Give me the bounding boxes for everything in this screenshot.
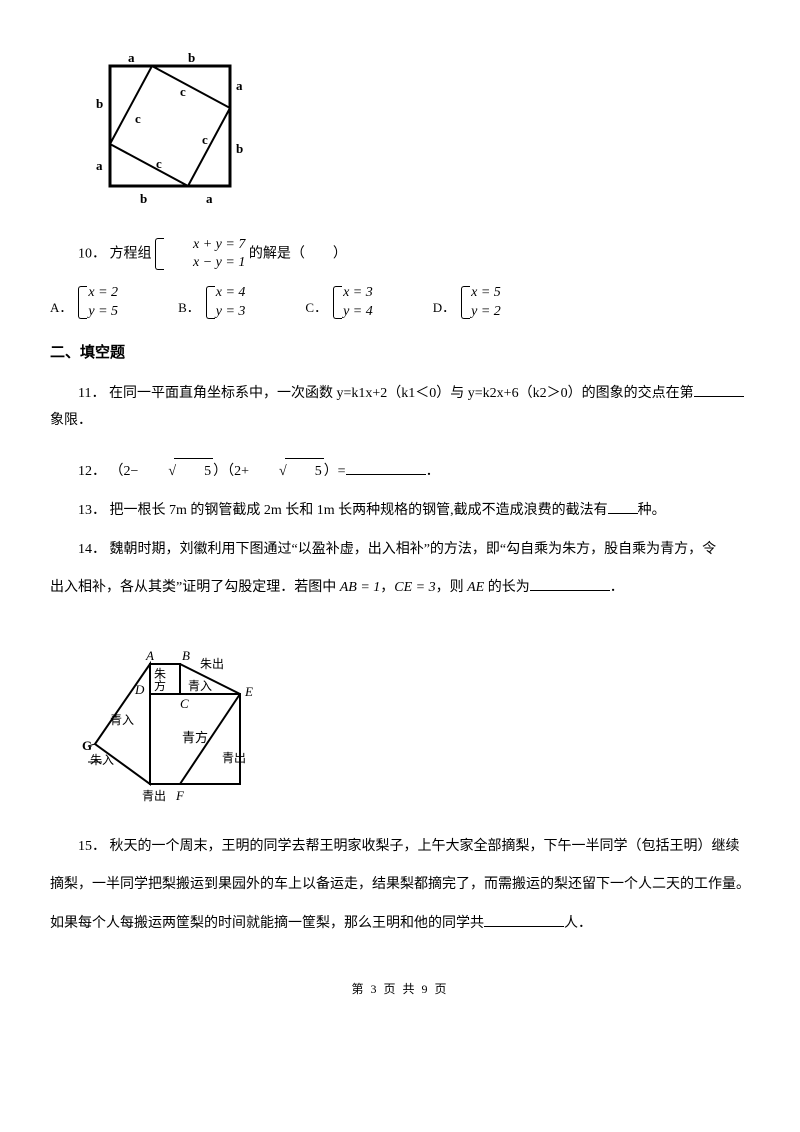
svg-text:a: a: [236, 78, 243, 93]
q10-prefix: 方程组: [110, 246, 152, 261]
opt-brace: x = 2 y = 5: [78, 284, 118, 320]
q10-options: A． x = 2 y = 5 B． x = 4 y = 3 C． x = 3 y…: [50, 284, 750, 320]
opt-brace: x = 5 y = 2: [461, 284, 501, 320]
question-15-line3: 如果每个人每搬运两筐梨的时间就能摘一筐梨，那么王明和他的同学共 人．: [50, 911, 750, 938]
page-footer: 第 3 页 共 9 页: [50, 978, 750, 1001]
q10-option-d: D． x = 5 y = 2: [433, 284, 501, 320]
q14-ab: AB = 1: [340, 580, 381, 595]
q14-line2b: ，则: [436, 580, 468, 595]
q12-post: ）=: [324, 464, 346, 479]
opt-label: C．: [305, 296, 327, 321]
q10-system: x + y = 7 x − y = 1: [155, 236, 245, 272]
svg-text:F: F: [175, 788, 185, 803]
q10-option-b: B． x = 4 y = 3: [178, 284, 245, 320]
blank: [484, 912, 564, 927]
q10-num: 10．: [78, 246, 106, 261]
q10-option-a: A． x = 2 y = 5: [50, 284, 118, 320]
q14-num: 14．: [78, 542, 106, 557]
section-2-title: 二、填空题: [50, 339, 750, 368]
q12-num: 12．: [78, 464, 106, 479]
figure-square-abc: a b a b a b a b c c c c: [80, 48, 750, 216]
svg-text:青出: 青出: [222, 751, 246, 765]
q15-line2: 摘梨，一半同学把梨搬运到果园外的车上以备运走，结果梨都摘完了，而需搬运的梨还留下…: [50, 877, 750, 892]
svg-text:朱入: 朱入: [90, 753, 114, 767]
q10-eq2: x − y = 1: [165, 254, 245, 272]
blank: [346, 460, 426, 475]
q13-text-b: 种。: [638, 503, 666, 518]
opt-brace: x = 4 y = 3: [206, 284, 246, 320]
svg-text:b: b: [96, 96, 103, 111]
sqrt-5: 5: [249, 458, 324, 486]
svg-text:青出: 青出: [142, 789, 166, 803]
blank: [694, 382, 744, 397]
svg-text:青方: 青方: [182, 730, 208, 745]
question-15-line2: 摘梨，一半同学把梨搬运到果园外的车上以备运走，结果梨都摘完了，而需搬运的梨还留下…: [50, 872, 750, 899]
svg-text:a: a: [128, 50, 135, 65]
q14-end: ．: [610, 580, 624, 595]
q14-sep: ，: [380, 580, 394, 595]
q11-text-a: 在同一平面直角坐标系中，一次函数 y=k1x+2（k1＜0）与 y=k2x+6（…: [109, 386, 694, 401]
q14-ae: AE: [467, 580, 484, 595]
svg-text:青入: 青入: [188, 679, 212, 693]
q13-text-a: 把一根长 7m 的钢管截成 2m 长和 1m 长两种规格的钢管,截成不造成浪费的…: [110, 503, 608, 518]
q10-option-c: C． x = 3 y = 4: [305, 284, 372, 320]
svg-text:C: C: [180, 696, 189, 711]
opt-label: A．: [50, 296, 72, 321]
opt-label: D．: [433, 296, 455, 321]
q10-suffix: 的解是（ ）: [249, 246, 347, 261]
question-12: 12． （2−5）（2+5）=．: [50, 458, 750, 486]
q12-end: ．: [426, 464, 440, 479]
svg-text:c: c: [156, 156, 162, 171]
sqrt-5: 5: [138, 458, 213, 486]
question-11: 11． 在同一平面直角坐标系中，一次函数 y=k1x+2（k1＜0）与 y=k2…: [50, 381, 750, 434]
q10-eq1: x + y = 7: [165, 236, 245, 254]
svg-text:b: b: [140, 191, 147, 206]
question-14-line2: 出入相补，各从其类”证明了勾股定理．若图中 AB = 1，CE = 3，则 AE…: [50, 575, 750, 602]
q14-line1: 魏朝时期，刘徽利用下图通过“以盈补虚，出入相补”的方法，即“勾自乘为朱方，股自乘…: [110, 542, 717, 557]
svg-text:A: A: [145, 648, 154, 663]
q14-line2c: 的长为: [484, 580, 530, 595]
question-13: 13． 把一根长 7m 的钢管截成 2m 长和 1m 长两种规格的钢管,截成不造…: [50, 498, 750, 525]
figure-liuhui: A B C D E F G 朱出 朱 方 青入 青入 朱入 青方 青出 青出: [80, 614, 750, 814]
svg-text:b: b: [188, 50, 195, 65]
q14-line2a: 出入相补，各从其类”证明了勾股定理．若图中: [50, 580, 340, 595]
blank: [530, 576, 610, 591]
blank: [608, 499, 638, 514]
svg-text:a: a: [96, 158, 103, 173]
question-15: 15． 秋天的一个周末，王明的同学去帮王明家收梨子，上午大家全部摘梨，下午一半同…: [50, 834, 750, 861]
question-14: 14． 魏朝时期，刘徽利用下图通过“以盈补虚，出入相补”的方法，即“勾自乘为朱方…: [50, 537, 750, 564]
q15-line3a: 如果每个人每搬运两筐梨的时间就能摘一筐梨，那么王明和他的同学共: [50, 916, 484, 931]
svg-text:c: c: [135, 111, 141, 126]
question-10: 10． 方程组 x + y = 7 x − y = 1 的解是（ ）: [50, 236, 750, 272]
svg-text:B: B: [182, 648, 190, 663]
svg-text:方: 方: [154, 678, 166, 693]
svg-text:朱出: 朱出: [200, 657, 224, 671]
svg-text:c: c: [202, 132, 208, 147]
svg-text:a: a: [206, 191, 213, 206]
svg-text:青入: 青入: [110, 713, 134, 727]
q12-mid: ）（2+: [213, 464, 249, 479]
svg-text:b: b: [236, 141, 243, 156]
svg-text:E: E: [244, 684, 253, 699]
q15-line1: 秋天的一个周末，王明的同学去帮王明家收梨子，上午大家全部摘梨，下午一半同学（包括…: [110, 839, 740, 854]
q11-text-b: 象限．: [50, 413, 92, 428]
q11-num: 11．: [78, 386, 105, 401]
opt-label: B．: [178, 296, 200, 321]
q12-pre: （2−: [110, 464, 139, 479]
q15-num: 15．: [78, 839, 106, 854]
svg-text:D: D: [134, 682, 145, 697]
svg-text:c: c: [180, 84, 186, 99]
q13-num: 13．: [78, 503, 106, 518]
q14-ce: CE = 3: [394, 580, 435, 595]
q15-line3b: 人．: [564, 916, 592, 931]
opt-brace: x = 3 y = 4: [333, 284, 373, 320]
